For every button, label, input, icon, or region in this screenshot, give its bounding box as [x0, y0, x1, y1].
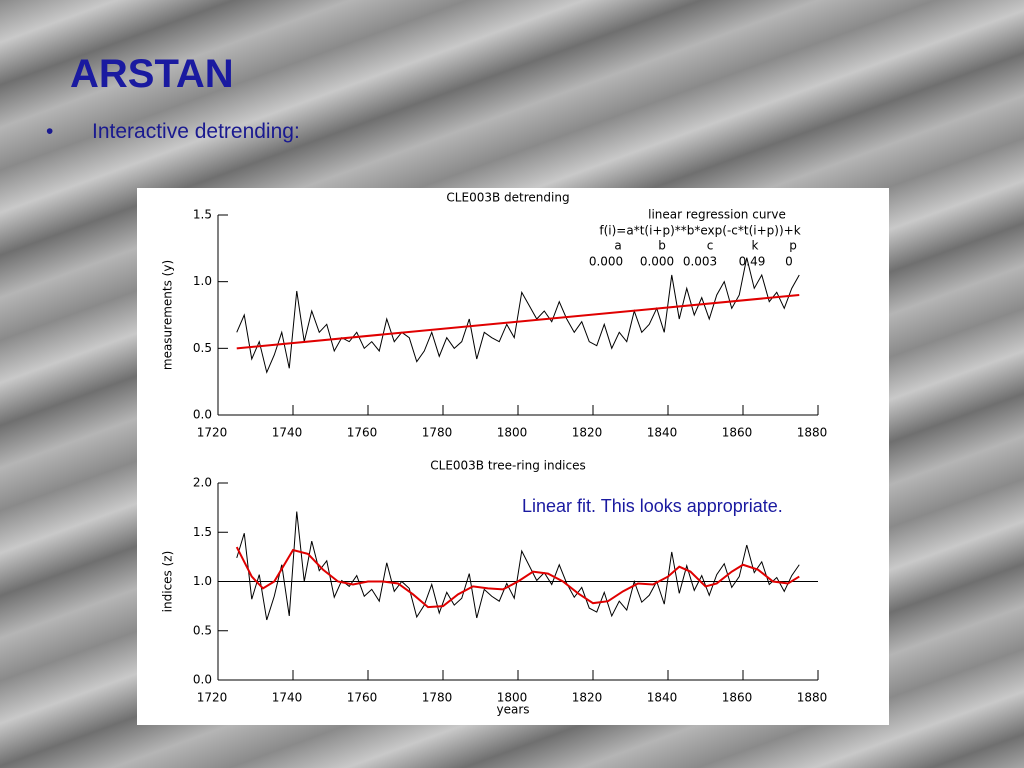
chart-title: CLE003B detrending [446, 191, 569, 205]
y-tick-label: 1.5 [193, 208, 212, 222]
x-axis-label: years [496, 703, 529, 717]
x-tick-label: 1820 [572, 691, 603, 705]
slide-title: ARSTAN [70, 52, 234, 96]
x-tick-label: 1760 [347, 426, 378, 440]
chart-title: CLE003B tree-ring indices [430, 459, 586, 473]
x-tick-label: 1800 [497, 691, 528, 705]
x-tick-label: 1720 [197, 426, 228, 440]
param-value: 0 [785, 255, 793, 269]
x-tick-label: 1760 [347, 691, 378, 705]
param-value: 0.000 [589, 255, 623, 269]
x-tick-label: 1720 [197, 691, 228, 705]
data-line [236, 294, 800, 350]
param-name: c [707, 239, 714, 253]
x-tick-label: 1840 [647, 691, 678, 705]
chart-panel [137, 188, 889, 725]
y-tick-label: 0.0 [193, 673, 212, 687]
x-tick-label: 1740 [272, 691, 303, 705]
x-tick-label: 1820 [572, 426, 603, 440]
equation: f(i)=a*t(i+p)**b*exp(-c*t(i+p))+k [599, 224, 800, 238]
data-line [235, 546, 800, 609]
param-name: b [658, 239, 666, 253]
x-tick-label: 1880 [797, 426, 828, 440]
x-tick-label: 1740 [272, 426, 303, 440]
y-tick-label: 1.5 [193, 525, 212, 539]
y-axis-label: indices (z) [161, 551, 175, 613]
bullet: • Interactive detrending: [46, 120, 300, 144]
param-value: 0.000 [640, 255, 674, 269]
annotation: Linear fit. This looks appropriate. [522, 496, 783, 516]
x-tick-label: 1800 [497, 426, 528, 440]
x-tick-label: 1860 [722, 691, 753, 705]
equation-title: linear regression curve [648, 208, 786, 222]
y-tick-label: 0.5 [193, 623, 212, 637]
y-tick-label: 2.0 [193, 476, 212, 490]
y-tick-label: 1.0 [193, 274, 212, 288]
x-tick-label: 1780 [422, 691, 453, 705]
param-value: 0.49 [739, 255, 766, 269]
y-tick-label: 0.5 [193, 341, 212, 355]
x-tick-label: 1860 [722, 426, 753, 440]
bullet-dot: • [46, 120, 54, 143]
data-line [236, 257, 800, 374]
x-tick-label: 1780 [422, 426, 453, 440]
x-tick-label: 1840 [647, 426, 678, 440]
param-name: p [789, 239, 797, 253]
y-tick-label: 0.0 [193, 408, 212, 422]
x-tick-label: 1880 [797, 691, 828, 705]
param-name: a [614, 239, 621, 253]
y-axis-label: measurements (y) [161, 260, 175, 370]
param-value: 0.003 [683, 255, 717, 269]
y-tick-label: 1.0 [193, 574, 212, 588]
param-name: k [752, 239, 759, 253]
bullet-text: Interactive detrending: [92, 120, 300, 143]
